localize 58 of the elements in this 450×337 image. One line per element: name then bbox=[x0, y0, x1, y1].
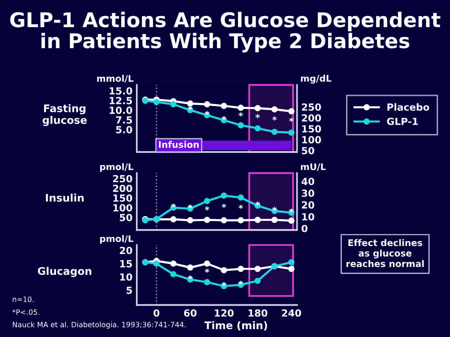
y-axis-title: mmol/L bbox=[97, 74, 134, 83]
x-tick-label: 120 bbox=[214, 309, 234, 317]
y-tick-label: 5.0 bbox=[116, 126, 132, 134]
annotation: * bbox=[238, 112, 243, 116]
y-tick-label: 10 bbox=[120, 273, 132, 281]
y-axis-title: pmol/L bbox=[100, 235, 134, 244]
y2-axis-title: mg/dL bbox=[300, 74, 332, 84]
text: Effect declines as glucose reaches normal bbox=[346, 239, 424, 268]
annotation: * bbox=[222, 282, 226, 286]
annotation: * bbox=[204, 110, 210, 116]
x-tick-label: 60 bbox=[184, 309, 196, 317]
y2-axis-title: mU/L bbox=[300, 163, 326, 171]
annotation: * bbox=[204, 206, 210, 210]
band-label: Infusion bbox=[158, 140, 199, 148]
y2-tick-label: 100 bbox=[302, 136, 321, 144]
annotation: * bbox=[238, 204, 243, 209]
annotation: * bbox=[272, 206, 277, 211]
y2-tick-label: 40 bbox=[302, 178, 314, 186]
x-tick-label: 240 bbox=[282, 309, 302, 317]
y2-tick-label: 10 bbox=[302, 213, 314, 220]
x-tick-label: 180 bbox=[248, 309, 268, 317]
y-tick-label: 20 bbox=[120, 246, 132, 254]
annotation: * bbox=[188, 204, 192, 209]
y-tick-label: 250 bbox=[113, 174, 132, 182]
annotation: * bbox=[188, 275, 192, 280]
y-tick-label: 15.0 bbox=[110, 87, 132, 95]
y-axis-title: pmol/L bbox=[100, 163, 134, 172]
text: Insulin bbox=[46, 194, 84, 202]
y2-tick-label: 20 bbox=[302, 201, 314, 209]
y2-tick-label: 50 bbox=[302, 146, 314, 154]
y2-tick-label: 250 bbox=[302, 103, 321, 111]
y-tick-label: 100 bbox=[113, 204, 132, 212]
y-tick-label: 50 bbox=[120, 214, 132, 222]
y-tick-label: 200 bbox=[113, 184, 132, 192]
annotation: * bbox=[188, 106, 192, 110]
x-axis-title: Time (min) bbox=[204, 321, 268, 330]
annotation: * bbox=[272, 116, 277, 121]
annotation: * bbox=[171, 203, 176, 208]
y2-tick-label: 0 bbox=[302, 224, 308, 232]
y-tick-label: 10.0 bbox=[110, 106, 132, 114]
y-tick-label: 12.5 bbox=[110, 96, 132, 104]
text: Fasting glucose bbox=[42, 104, 87, 126]
x-tick-label: 0 bbox=[154, 309, 160, 317]
annotation: * bbox=[255, 114, 260, 118]
annotation: * bbox=[289, 208, 294, 213]
chart-title: GLP-1 Actions Are Glucose Dependent in Patients With Type 2 Diabetes bbox=[10, 12, 440, 52]
y-tick-label: 15 bbox=[120, 260, 132, 268]
annotation: * bbox=[222, 204, 226, 208]
y-tick-label: 7.5 bbox=[116, 116, 132, 124]
text: Glucagon bbox=[38, 266, 92, 278]
y2-tick-label: 150 bbox=[302, 125, 321, 133]
y2-tick-label: 30 bbox=[302, 190, 314, 197]
y-tick-label: 150 bbox=[113, 194, 132, 202]
y-tick-label: 5 bbox=[126, 286, 132, 294]
legend-label: Placebo bbox=[387, 103, 430, 111]
legend-label: GLP-1 bbox=[387, 118, 418, 126]
y2-tick-label: 200 bbox=[302, 114, 321, 122]
annotation: * bbox=[204, 268, 210, 273]
